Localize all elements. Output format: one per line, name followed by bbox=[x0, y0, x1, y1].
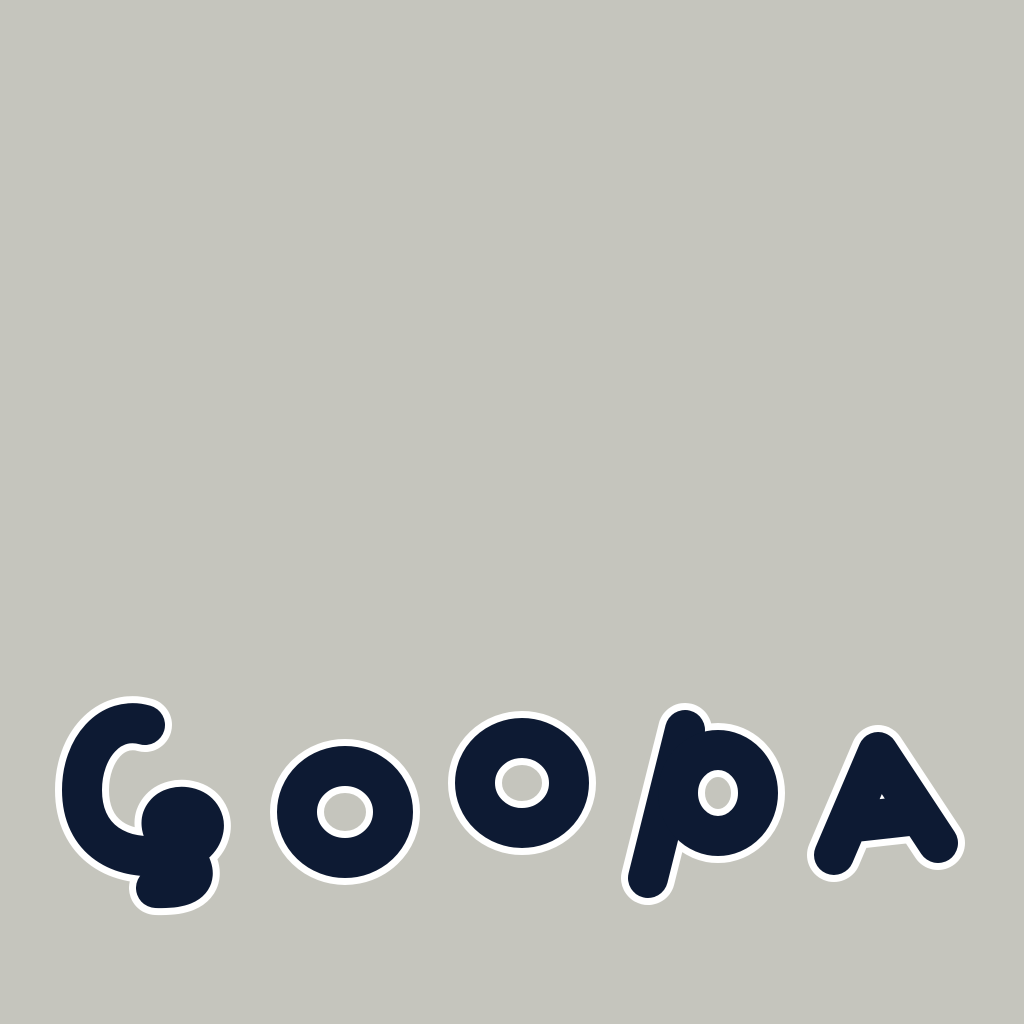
letter-p bbox=[621, 703, 785, 905]
letter-o-first bbox=[270, 739, 420, 885]
letter-a bbox=[807, 725, 965, 882]
letter-g bbox=[55, 696, 231, 916]
letter-o-second bbox=[448, 711, 596, 855]
